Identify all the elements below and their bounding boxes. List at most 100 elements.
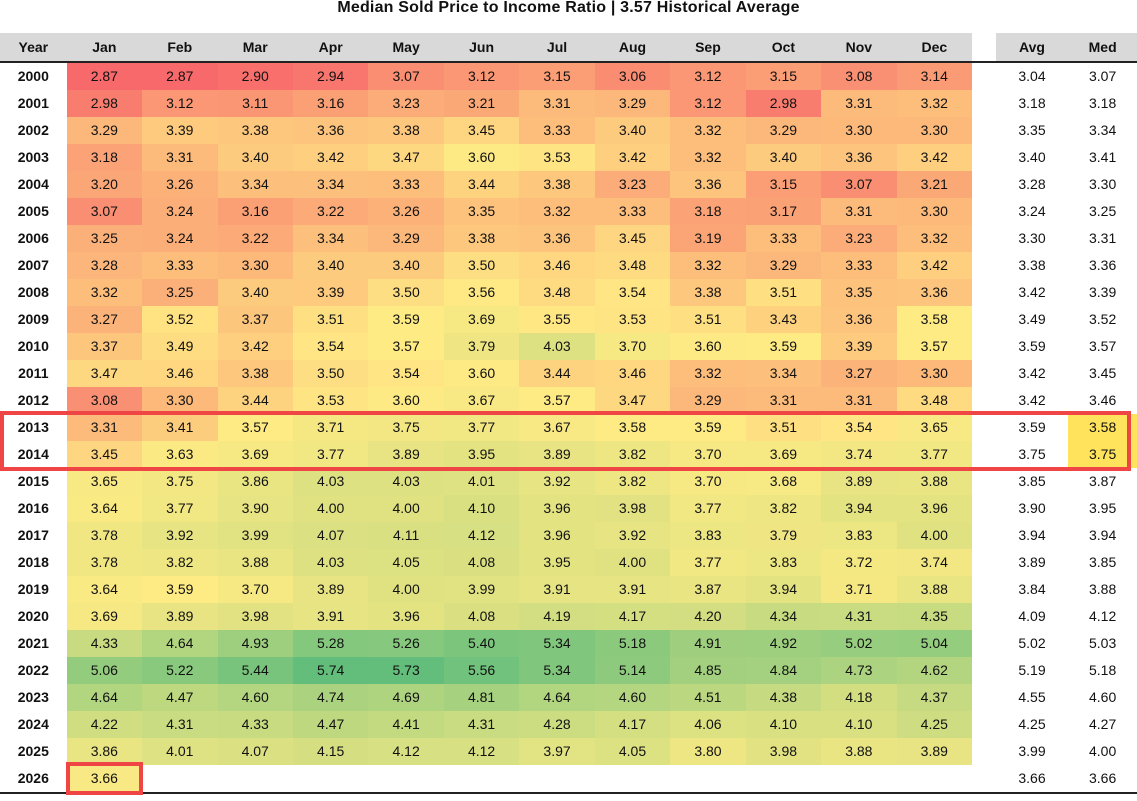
value-cell-feb: 3.31 [142, 144, 218, 171]
value-cell-jun: 3.12 [443, 62, 520, 90]
value-cell-feb: 3.82 [142, 549, 218, 576]
value-cell-feb: 5.22 [142, 657, 218, 684]
value-cell-dec: 5.04 [896, 630, 973, 657]
table-row-2016: 2016 3.64 3.77 3.90 4.00 4.00 4.10 3.96 3.98 3.77… [0, 495, 1137, 522]
year-cell: 2003 [17, 149, 49, 165]
value-cell-jan: 4.64 [66, 684, 143, 711]
avg-cell: 3.59 [1018, 419, 1046, 435]
value-cell-apr: 5.28 [292, 630, 369, 657]
value-cell-jan: 3.27 [66, 306, 143, 333]
value-cell-jan: 3.32 [66, 279, 143, 306]
value-cell-jan: 3.08 [66, 387, 143, 414]
year-cell: 2011 [18, 365, 49, 381]
value-cell-aug: 4.17 [594, 603, 671, 630]
value-cell-sep: 4.85 [670, 657, 746, 684]
value-cell-dec: 3.74 [896, 549, 973, 576]
year-cell: 2023 [17, 689, 49, 705]
year-cell: 2006 [17, 230, 49, 246]
value-cell-apr: 3.36 [292, 117, 369, 144]
value-cell-dec: 3.58 [896, 306, 973, 333]
year-cell: 2009 [17, 311, 49, 327]
value-cell-sep: 3.29 [670, 387, 746, 414]
value-cell-sep: 3.77 [670, 495, 746, 522]
value-cell-jan: 3.31 [66, 414, 143, 441]
value-cell-dec: 3.48 [896, 387, 973, 414]
value-cell-nov [821, 765, 897, 794]
value-cell-dec: 4.62 [896, 657, 973, 684]
value-cell-dec: 3.14 [896, 62, 973, 90]
value-cell-sep: 3.70 [670, 441, 746, 468]
value-cell-dec: 3.21 [896, 171, 973, 198]
value-cell-aug: 4.05 [594, 738, 671, 765]
value-cell-nov: 3.39 [821, 333, 897, 360]
value-cell-jun: 3.60 [443, 144, 520, 171]
gap-cell [972, 171, 996, 198]
value-cell-jan: 3.45 [66, 441, 143, 468]
value-cell-feb: 3.39 [142, 117, 218, 144]
value-cell-jun: 3.50 [443, 252, 520, 279]
avg-cell: 3.85 [1018, 473, 1046, 489]
med-cell: 3.07 [1089, 68, 1117, 84]
value-cell-jun: 3.45 [443, 117, 520, 144]
value-cell-apr: 4.47 [292, 711, 369, 738]
value-cell-nov: 3.27 [821, 360, 897, 387]
table-row-2009: 2009 3.27 3.52 3.37 3.51 3.59 3.69 3.55 3.53 3.51… [0, 306, 1137, 333]
value-cell-jun: 4.08 [443, 549, 520, 576]
header-med: Med [1068, 33, 1137, 63]
value-cell-apr: 3.54 [292, 333, 369, 360]
avg-cell: 4.25 [1018, 716, 1046, 732]
value-cell-may: 3.96 [368, 603, 444, 630]
value-cell-jun: 4.81 [443, 684, 520, 711]
value-cell-dec: 3.42 [896, 252, 973, 279]
value-cell-jul: 3.95 [519, 549, 595, 576]
gap-cell [972, 198, 996, 225]
value-cell-oct: 4.92 [745, 630, 822, 657]
value-cell-may: 3.59 [368, 306, 444, 333]
med-cell: 3.88 [1089, 581, 1117, 597]
value-cell-may: 4.00 [368, 495, 444, 522]
value-cell-mar [217, 765, 293, 794]
value-cell-oct: 3.68 [745, 468, 822, 495]
avg-cell: 3.84 [1018, 581, 1046, 597]
value-cell-mar: 3.86 [217, 468, 293, 495]
avg-cell: 5.19 [1018, 662, 1046, 678]
year-cell: 2022 [17, 662, 49, 678]
value-cell-nov: 3.88 [821, 738, 897, 765]
chart-title: Median Sold Price to Income Ratio | 3.57… [337, 0, 800, 16]
value-cell-sep: 3.83 [670, 522, 746, 549]
avg-cell: 3.42 [1018, 365, 1046, 381]
avg-cell: 3.42 [1018, 392, 1046, 408]
value-cell-oct: 3.15 [745, 62, 822, 90]
year-cell: 2001 [17, 95, 49, 111]
value-cell-nov: 4.10 [821, 711, 897, 738]
value-cell-feb: 3.24 [142, 198, 218, 225]
value-cell-sep: 3.60 [670, 333, 746, 360]
value-cell-nov: 3.31 [821, 387, 897, 414]
table-row-2021: 2021 4.33 4.64 4.93 5.28 5.26 5.40 5.34 5.18 4.91… [0, 630, 1137, 657]
avg-cell: 3.40 [1018, 149, 1046, 165]
value-cell-dec: 3.88 [896, 468, 973, 495]
value-cell-oct: 3.15 [745, 171, 822, 198]
gap-cell [972, 657, 996, 684]
value-cell-jun [443, 765, 520, 794]
value-cell-oct: 3.29 [745, 252, 822, 279]
value-cell-sep: 4.51 [670, 684, 746, 711]
value-cell-jan: 3.47 [66, 360, 143, 387]
value-cell-jul: 5.34 [519, 657, 595, 684]
value-cell-jun: 3.44 [443, 171, 520, 198]
value-cell-jun: 3.95 [443, 441, 520, 468]
table-row-2010: 2010 3.37 3.49 3.42 3.54 3.57 3.79 4.03 3.70 3.60… [0, 333, 1137, 360]
avg-cell: 3.04 [1018, 68, 1046, 84]
value-cell-mar: 3.98 [217, 603, 293, 630]
value-cell-mar: 3.37 [217, 306, 293, 333]
year-cell: 2019 [17, 581, 49, 597]
value-cell-jun: 5.40 [443, 630, 520, 657]
value-cell-jul: 3.15 [519, 62, 595, 90]
value-cell-apr: 3.16 [292, 90, 369, 117]
value-cell-nov: 4.73 [821, 657, 897, 684]
value-cell-jan: 3.69 [66, 603, 143, 630]
value-cell-apr: 5.74 [292, 657, 369, 684]
value-cell-feb: 3.33 [142, 252, 218, 279]
value-cell-may: 5.26 [368, 630, 444, 657]
gap-cell [972, 684, 996, 711]
